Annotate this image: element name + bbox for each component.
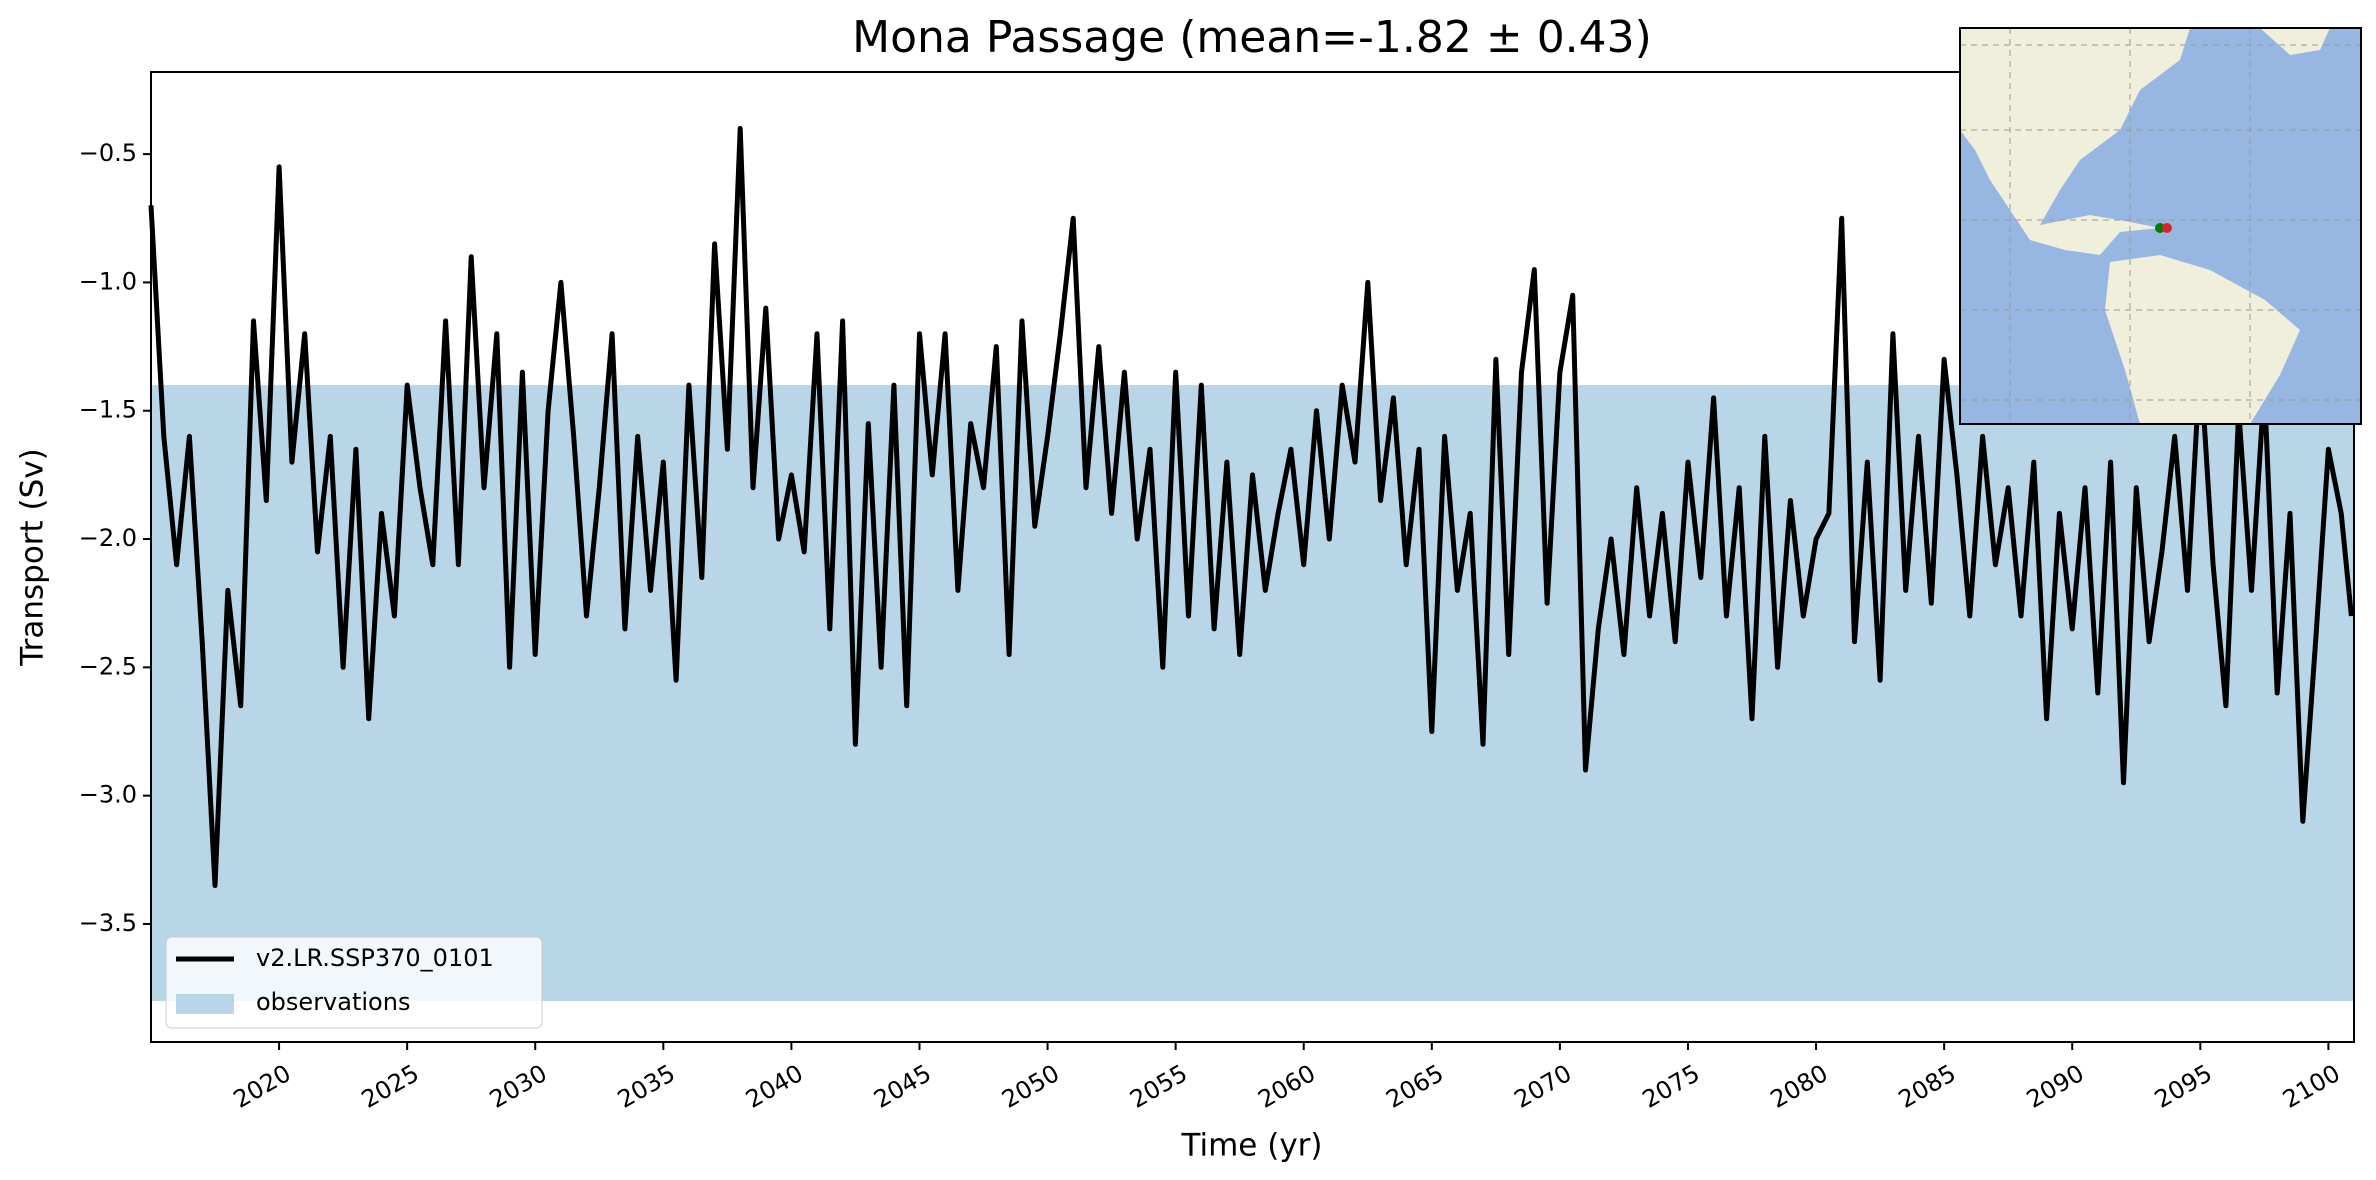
line-layer — [148, 126, 2354, 888]
x-tick-label: 2020 — [229, 1059, 296, 1114]
x-tick-label: 2070 — [1510, 1059, 1577, 1114]
x-tick-label: 2030 — [485, 1059, 552, 1114]
y-tick-label: −3.5 — [79, 909, 137, 937]
y-tick-label: −3.0 — [79, 781, 137, 809]
y-tick-label: −1.5 — [79, 396, 137, 424]
x-tick-label: 2035 — [613, 1059, 680, 1114]
x-tick-label: 2095 — [2150, 1059, 2217, 1114]
map-land — [2260, 28, 2330, 55]
x-tick-label: 2060 — [1253, 1059, 1320, 1114]
y-tick-label: −1.0 — [79, 267, 137, 295]
x-tick-label: 2085 — [1894, 1059, 1961, 1114]
y-axis-label: Transport (Sv) — [15, 448, 51, 667]
x-tick-label: 2025 — [357, 1059, 424, 1114]
y-tick-label: −2.5 — [79, 652, 137, 680]
plot-frame — [150, 71, 2355, 1043]
x-tick-label: 2080 — [1766, 1059, 1833, 1114]
chart-title: Mona Passage (mean=-1.82 ± 0.43) — [852, 12, 1652, 63]
x-tick-label: 2075 — [1638, 1059, 1705, 1114]
legend: v2.LR.SSP370_0101 observations — [165, 936, 543, 1029]
map-marker — [2155, 223, 2165, 233]
map-grid — [1960, 28, 2361, 424]
legend-box — [165, 936, 543, 1029]
inset-map — [1959, 27, 2362, 425]
legend-patch — [176, 994, 234, 1014]
inset-frame — [1959, 27, 2362, 425]
legend-label: v2.LR.SSP370_0101 — [256, 944, 494, 972]
series-line — [148, 126, 2354, 888]
y-tick-label: −0.5 — [79, 139, 137, 167]
x-tick-label: 2065 — [1381, 1059, 1448, 1114]
x-tick-label: 2040 — [741, 1059, 808, 1114]
x-tick-label: 2055 — [1125, 1059, 1192, 1114]
y-tick-label: −2.0 — [79, 524, 137, 552]
map-land — [2105, 255, 2300, 424]
x-tick-label: 2050 — [997, 1059, 1064, 1114]
map-marker — [2162, 223, 2172, 233]
x-tick-label: 2045 — [869, 1059, 936, 1114]
x-tick-label: 2100 — [2278, 1059, 2345, 1114]
legend-label: observations — [256, 988, 410, 1016]
x-axis-label: Time (yr) — [1181, 1128, 1323, 1164]
map-land — [1960, 28, 2190, 255]
x-tick-label: 2090 — [2022, 1059, 2089, 1114]
